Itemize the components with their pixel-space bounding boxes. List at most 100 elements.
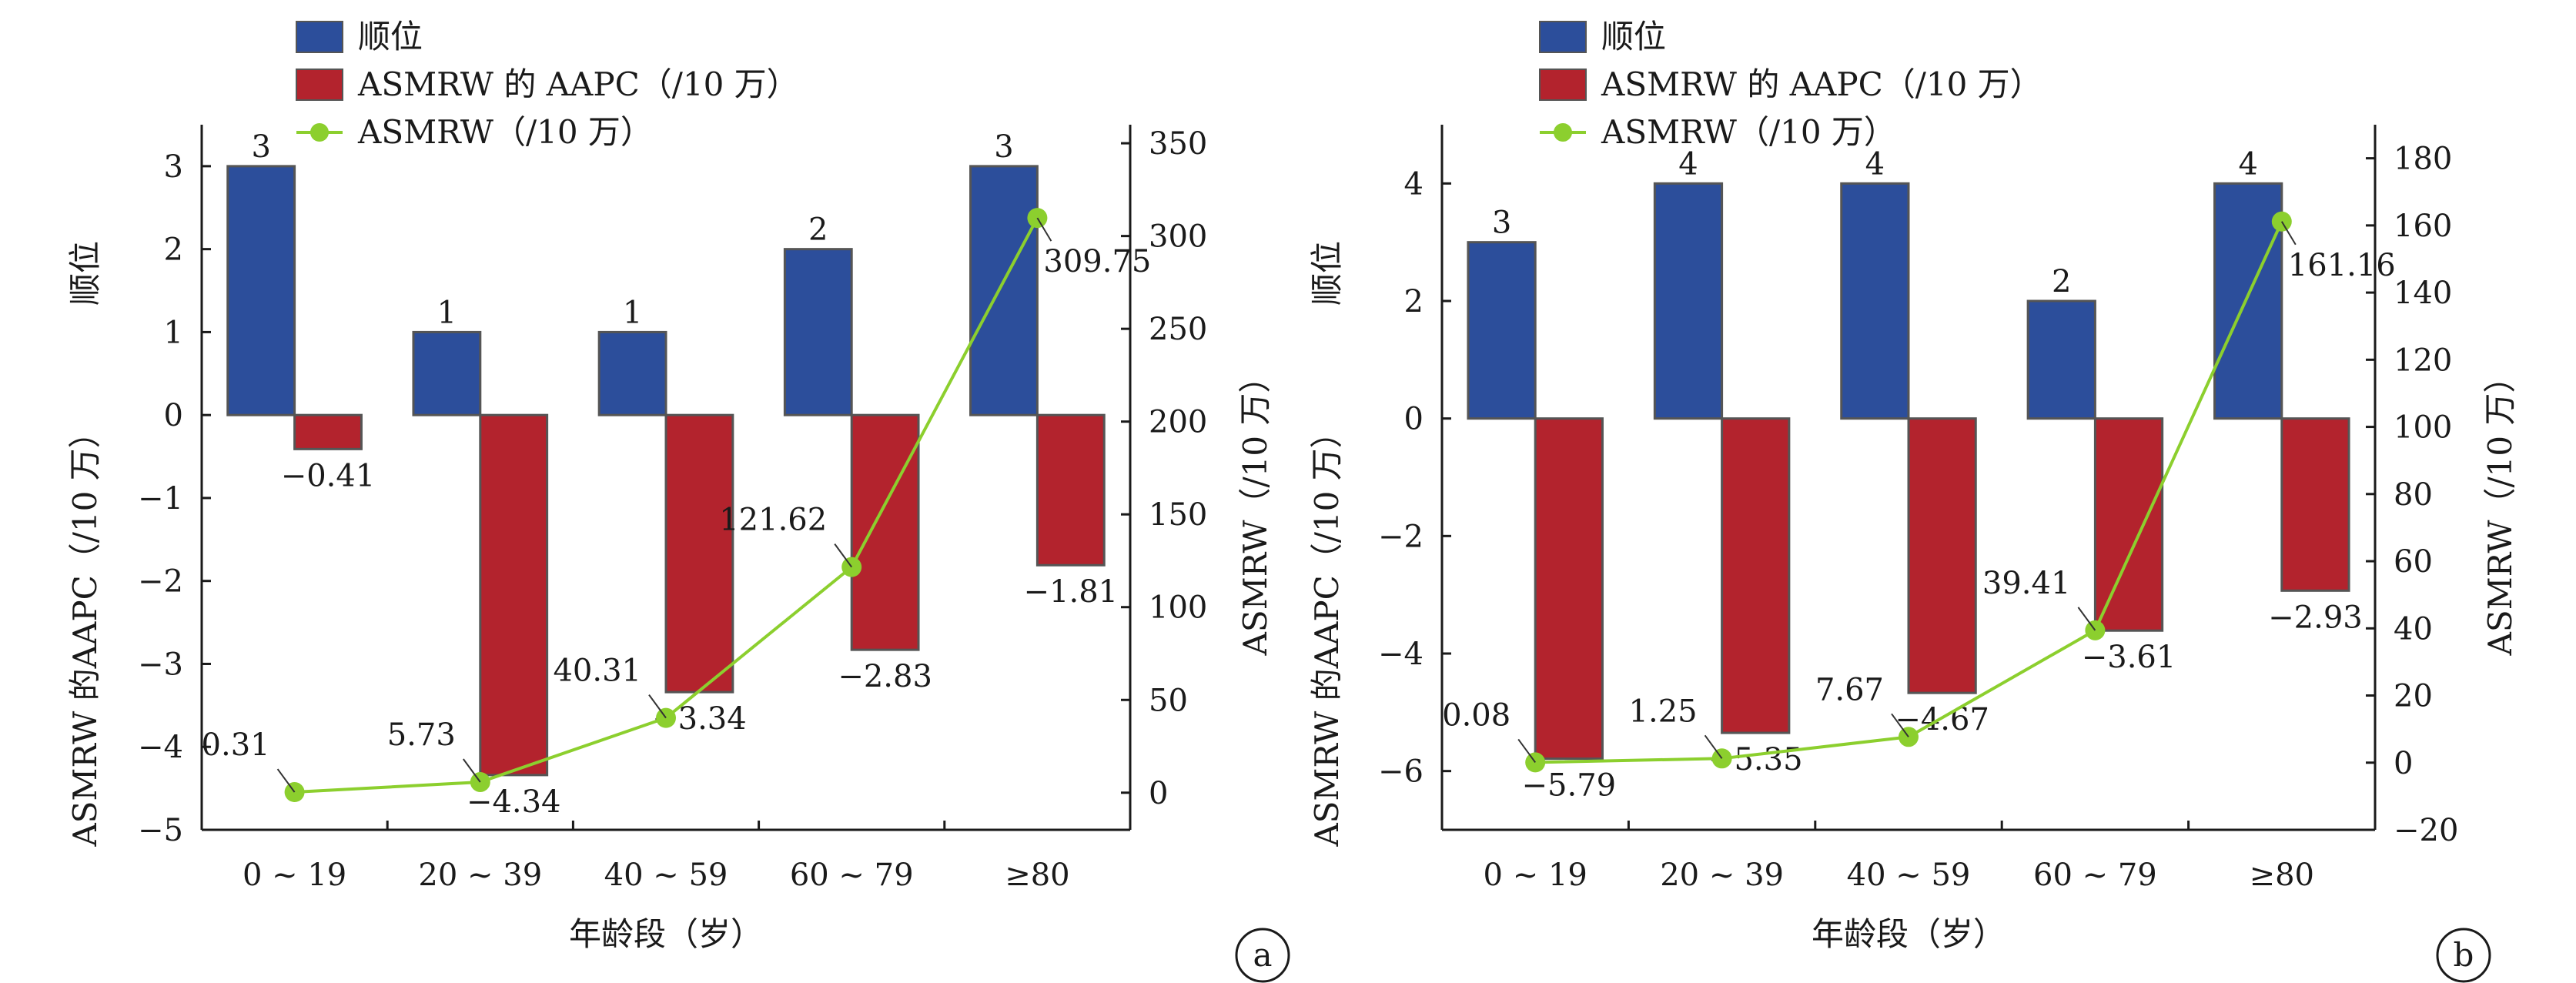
legend-label-aapc: ASMRW 的 AAPC（/10 万） (357, 65, 799, 103)
aapc-bar (1907, 417, 1977, 694)
aapc-bar (850, 413, 920, 651)
x-tick-label: 0 ~ 19 (243, 858, 346, 893)
right-tick-label: 160 (2394, 209, 2452, 244)
aapc-bar (1721, 417, 1791, 734)
x-tick-label: ≥80 (2250, 858, 2314, 893)
rank-data-label: 3 (251, 129, 270, 165)
left-axis-title-aapc: ASMRW 的AAPC（/10 万） (1308, 416, 1346, 847)
legend-swatch-rank (1539, 21, 1587, 53)
asmrw-data-label: 1.25 (1629, 694, 1698, 729)
rank-data-label: 2 (2052, 264, 2071, 299)
rank-bar (2026, 299, 2096, 420)
asmrw-leader (834, 543, 853, 568)
right-tick-label: 350 (1149, 126, 1207, 162)
rank-bar (2213, 182, 2283, 420)
asmrw-data-label: 161.16 (2288, 248, 2396, 283)
right-tick-label: 0 (2394, 746, 2413, 781)
x-tick-label: 20 ~ 39 (1660, 858, 1784, 893)
right-tick-label: 200 (1149, 405, 1207, 440)
left-tick-label: −3 (138, 647, 183, 682)
rank-data-label: 1 (623, 295, 642, 330)
left-axis-title-aapc: ASMRW 的AAPC（/10 万） (66, 416, 104, 847)
legend: 顺位 ASMRW 的 AAPC（/10 万） ASMRW（/10 万） (1539, 18, 2042, 151)
right-tick-label: 140 (2394, 276, 2452, 311)
legend-label-rank: 顺位 (358, 18, 423, 55)
right-axis-title: ASMRW（/10 万） (2481, 361, 2519, 657)
rank-bar (597, 330, 667, 416)
asmrw-leader (648, 694, 667, 719)
rank-bar (783, 248, 853, 416)
asmrw-data-label: 121.62 (719, 503, 827, 538)
asmrw-leader (1517, 738, 1537, 764)
legend-label-asmrw: ASMRW（/10 万） (357, 113, 653, 151)
x-tick-label: 40 ~ 59 (604, 858, 728, 893)
panel-tag-label: b (2454, 936, 2474, 974)
asmrw-data-label: 5.73 (387, 717, 456, 753)
x-axis-title: 年龄段（岁） (569, 915, 763, 953)
rank-data-label: 4 (1678, 146, 1698, 182)
x-axis-title: 年龄段（岁） (1812, 915, 2006, 953)
aapc-data-label: −0.41 (281, 458, 376, 493)
right-tick-label: 0 (1149, 776, 1168, 811)
left-tick-label: −2 (138, 564, 183, 600)
rank-bar (1653, 182, 1724, 420)
asmrw-data-label: 309.75 (1043, 244, 1151, 279)
left-tick-label: 3 (164, 149, 183, 185)
asmrw-data-label: 0.31 (202, 727, 270, 763)
aapc-bar (2093, 417, 2164, 632)
rank-bar (226, 165, 296, 416)
legend-swatch-asmrw-dot (310, 123, 329, 142)
panel-tag-circle (2436, 928, 2491, 983)
aapc-bar (293, 413, 363, 450)
asmrw-leader (1036, 217, 1052, 242)
rank-data-label: 4 (2238, 146, 2257, 182)
aapc-bar (1534, 417, 1604, 761)
asmrw-data-label: 39.41 (1982, 566, 2071, 601)
aapc-data-label: −1.81 (1024, 574, 1119, 610)
right-tick-label: 180 (2394, 142, 2452, 177)
asmrw-leader (276, 768, 296, 793)
aapc-data-label: −5.79 (1522, 768, 1617, 804)
panel-tag-circle (1235, 928, 1290, 983)
right-axis-title: ASMRW（/10 万） (1236, 361, 1274, 657)
left-tick-label: −6 (1378, 754, 1423, 790)
aapc-data-label: −3.61 (2082, 640, 2176, 675)
legend: 顺位 ASMRW 的 AAPC（/10 万） ASMRW（/10 万） (296, 18, 799, 151)
aapc-data-label: −2.93 (2268, 600, 2363, 635)
left-axis-title-rank: 顺位 (66, 241, 104, 306)
asmrw-data-label: 7.67 (1815, 672, 1884, 707)
x-tick-label: 0 ~ 19 (1484, 858, 1587, 893)
rank-data-label: 3 (994, 129, 1013, 165)
right-tick-label: 150 (1149, 497, 1207, 533)
left-tick-label: −4 (1378, 637, 1423, 672)
legend-label-asmrw: ASMRW（/10 万） (1601, 113, 1896, 151)
right-tick-label: −20 (2394, 813, 2458, 848)
left-tick-label: 4 (1404, 166, 1423, 202)
right-tick-label: 20 (2394, 679, 2433, 714)
legend-label-rank: 顺位 (1601, 18, 1666, 55)
right-tick-label: 80 (2394, 477, 2433, 513)
aapc-bar (1035, 413, 1106, 567)
rank-data-label: 2 (808, 212, 828, 248)
rank-bar (1467, 241, 1537, 420)
x-tick-label: 60 ~ 79 (2033, 858, 2157, 893)
left-tick-label: 1 (164, 315, 183, 350)
right-tick-label: 40 (2394, 611, 2433, 647)
legend-swatch-aapc (1539, 69, 1587, 101)
legend-swatch-asmrw-dot (1554, 123, 1572, 142)
panel-tag-label: a (1253, 936, 1272, 974)
aapc-bar (479, 413, 549, 777)
asmrw-leader (1704, 734, 1723, 759)
asmrw-leader (462, 758, 481, 783)
left-tick-label: 0 (164, 398, 183, 433)
rank-data-label: 3 (1492, 206, 1511, 241)
right-tick-label: 50 (1149, 683, 1188, 718)
right-tick-label: 60 (2394, 544, 2433, 580)
chart-panel-a: −5 −4 −3 −2 −1 0 1 2 3 0 50 100 150 200 250 300 350 0 ~ 1… (66, 18, 1290, 983)
asmrw-leader (2280, 221, 2297, 246)
left-tick-label: 0 (1404, 402, 1423, 437)
right-tick-label: 100 (2394, 410, 2452, 446)
asmrw-data-label: 0.08 (1442, 697, 1510, 733)
